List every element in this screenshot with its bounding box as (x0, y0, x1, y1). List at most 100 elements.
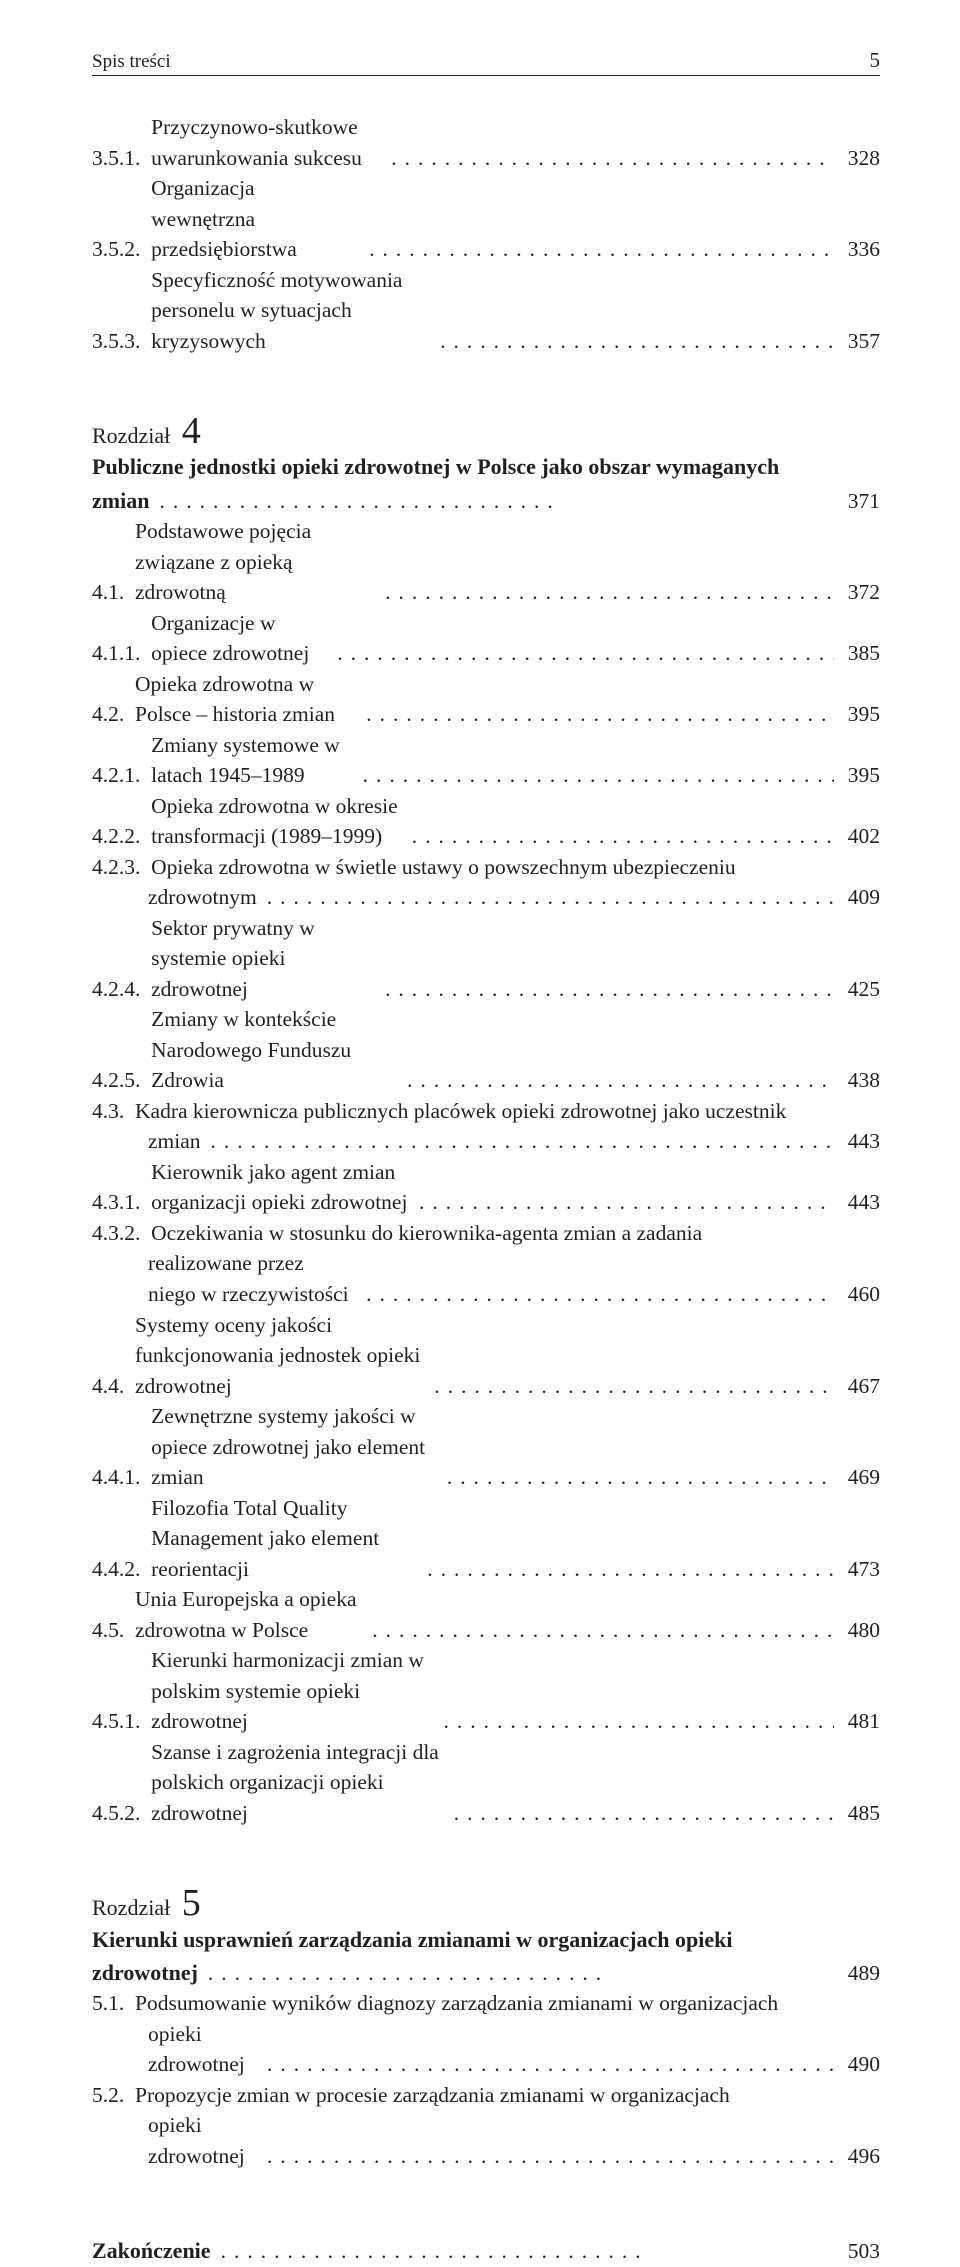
toc-leader: ........................................… (417, 1554, 834, 1585)
toc-entry-number: 4.3. (92, 1096, 135, 1127)
toc-entry-number: 4.2.1. (92, 760, 151, 791)
toc-leader: .............................. (149, 486, 834, 517)
toc-entry: 4.2.3. Opieka zdrowotna w świetle ustawy… (92, 852, 880, 913)
toc-leader: .............................. (198, 1958, 834, 1989)
toc-leader: ........................................… (359, 234, 834, 265)
toc-entry-page: 395 (834, 699, 880, 730)
toc-entry-title: Opieka zdrowotna w Polsce – historia zmi… (135, 669, 356, 730)
toc-entry-line2: zmian...................................… (92, 1126, 880, 1157)
toc-leader: ........................................… (375, 974, 834, 1005)
toc-entry-number: 4.5.2. (92, 1798, 151, 1829)
running-page-number: 5 (870, 48, 881, 73)
chapter-4-title-line2: zmian (92, 485, 149, 516)
toc-entry-title: Specyficzność motywowania personelu w sy… (151, 265, 430, 357)
toc-leader: ........................................… (375, 577, 834, 608)
toc-entry-title: Kadra kierownicza publicznych placówek o… (135, 1096, 786, 1127)
toc-entry-page: 480 (834, 1615, 880, 1646)
chapter-5-entries: 5.1. Podsumowanie wyników diagnozy zarzą… (92, 1988, 880, 2171)
toc-leader: ........................................… (353, 760, 834, 791)
toc-entry-title: Zmiany systemowe w latach 1945–1989 (151, 730, 353, 791)
toc-entry-title: Sektor prywatny w systemie opieki zdrowo… (151, 913, 375, 1005)
toc-entry-number: 3.5.2. (92, 234, 151, 265)
toc-entry: 3.5.3. Specyficzność motywowania persone… (92, 265, 880, 357)
toc-entry: 4.3.2. Oczekiwania w stosunku do kierown… (92, 1218, 880, 1310)
toc-entry-line1: 5.1. Podsumowanie wyników diagnozy zarzą… (92, 1988, 880, 2019)
toc-entry-number: 4.4.1. (92, 1462, 151, 1493)
toc-leader: ........................................… (201, 1126, 834, 1157)
toc-entry-title: Filozofia Total Quality Management jako … (151, 1493, 417, 1585)
toc-entry-title: Opieka zdrowotna w świetle ustawy o pows… (151, 852, 736, 883)
toc-entry: 4.5.2. Szanse i zagrożenia integracji dl… (92, 1737, 880, 1829)
chapter-4-block: Rozdział 4 Publiczne jednostki opieki zd… (92, 412, 880, 1828)
ending-page: 503 (834, 2236, 880, 2267)
toc-entry-page: 469 (834, 1462, 880, 1493)
toc-entry-line2: realizowane przez niego w rzeczywistości… (92, 1248, 880, 1309)
toc-entry-number: 4.1.1. (92, 638, 151, 669)
toc-entry-line2: opieki zdrowotnej.......................… (92, 2019, 880, 2080)
toc-entry: 4.2.1. Zmiany systemowe w latach 1945–19… (92, 730, 880, 791)
chapter-label-text: Rozdział (92, 1895, 170, 1920)
toc-entry-title: Kierunki harmonizacji zmian w polskim sy… (151, 1645, 433, 1737)
page: Spis treści 5 3.5.1. Przyczynowo-skutkow… (0, 0, 960, 1509)
toc-entry-line1: 5.2. Propozycje zmian w procesie zarządz… (92, 2080, 880, 2111)
toc-entry: 4.2. Opieka zdrowotna w Polsce – histori… (92, 669, 880, 730)
toc-entry: 3.5.1. Przyczynowo-skutkowe uwarunkowani… (92, 112, 880, 173)
toc-entry-title: Organizacja wewnętrzna przedsiębiorstwa (151, 173, 359, 265)
toc-entry-page: 395 (834, 760, 880, 791)
toc-entry-title: Podsumowanie wyników diagnozy zarządzani… (135, 1988, 778, 2019)
toc-entry-page: 402 (834, 821, 880, 852)
chapter-5-title-row: zdrowotnej .............................… (92, 1957, 880, 1988)
toc-entry-number: 4.2.5. (92, 1065, 151, 1096)
toc-leader: ........................................… (434, 1706, 835, 1737)
toc-entry-line1: 4.2.3. Opieka zdrowotna w świetle ustawy… (92, 852, 880, 883)
toc-entry-page: 372 (834, 577, 880, 608)
chapter-5-block: Rozdział 5 Kierunki usprawnień zarządzan… (92, 1884, 880, 2171)
toc-entry-page: 336 (834, 234, 880, 265)
toc-entry-page: 438 (834, 1065, 880, 1096)
toc-entry-page: 385 (834, 638, 880, 669)
toc-leader: ........................................… (257, 882, 834, 913)
chapter-4-page: 371 (834, 486, 880, 517)
chapter-4-entries: 4.1. Podstawowe pojęcia związane z opiek… (92, 516, 880, 1828)
toc-entry-title: Kierownik jako agent zmian organizacji o… (151, 1157, 409, 1218)
toc-entry-number: 4.3.2. (92, 1218, 151, 1249)
toc-entry-line2: opieki zdrowotnej.......................… (92, 2110, 880, 2171)
toc-leader: ........................................… (327, 638, 834, 669)
toc-leader: ........................................… (356, 1279, 834, 1310)
toc-entry: 4.2.5. Zmiany w kontekście Narodowego Fu… (92, 1004, 880, 1096)
toc-entry: 4.5.1. Kierunki harmonizacji zmian w pol… (92, 1645, 880, 1737)
toc-entry-number: 4.3.1. (92, 1187, 151, 1218)
toc-entry: 5.2. Propozycje zmian w procesie zarządz… (92, 2080, 880, 2172)
toc: 3.5.1. Przyczynowo-skutkowe uwarunkowani… (92, 112, 880, 2267)
toc-entry-number: 4.4. (92, 1371, 135, 1402)
toc-entry: 4.2.4. Sektor prywatny w systemie opieki… (92, 913, 880, 1005)
toc-entry-title-cont: zdrowotnym (92, 882, 257, 913)
toc-entry-number: 4.5. (92, 1615, 135, 1646)
toc-entry: 4.4.1. Zewnętrzne systemy jakości w opie… (92, 1401, 880, 1493)
toc-section-pre: 3.5.1. Przyczynowo-skutkowe uwarunkowani… (92, 112, 880, 356)
chapter-5-label: Rozdział 5 (92, 1884, 880, 1923)
toc-entry: 4.3. Kadra kierownicza publicznych placó… (92, 1096, 880, 1157)
toc-entry: 5.1. Podsumowanie wyników diagnozy zarzą… (92, 1988, 880, 2080)
toc-entry-title: Organizacje w opiece zdrowotnej (151, 608, 327, 669)
toc-leader: ................................ (211, 2236, 834, 2267)
toc-entry-title: Zmiany w kontekście Narodowego Funduszu … (151, 1004, 397, 1096)
toc-entry: 4.4. Systemy oceny jakości funkcjonowani… (92, 1310, 880, 1402)
toc-leader: ........................................… (402, 821, 834, 852)
toc-leader: ........................................… (257, 2049, 834, 2080)
toc-entry: 4.4.2. Filozofia Total Quality Managemen… (92, 1493, 880, 1585)
chapter-4-title-row: zmian .............................. 371 (92, 485, 880, 516)
chapter-4-title-line1: Publiczne jednostki opieki zdrowotnej w … (92, 451, 880, 483)
toc-entry: 4.3.1. Kierownik jako agent zmian organi… (92, 1157, 880, 1218)
toc-entry-page: 328 (834, 143, 880, 174)
toc-entry-title-cont: opieki zdrowotnej (92, 2110, 257, 2171)
toc-entry: 4.2.2. Opieka zdrowotna w okresie transf… (92, 791, 880, 852)
toc-entry-number: 4.2.4. (92, 974, 151, 1005)
toc-leader: ........................................… (424, 1371, 834, 1402)
toc-entry-number: 5.1. (92, 1988, 135, 2019)
toc-entry-page: 425 (834, 974, 880, 1005)
toc-entry-title: Unia Europejska a opieka zdrowotna w Pol… (135, 1584, 362, 1645)
toc-entry-number: 5.2. (92, 2080, 135, 2111)
toc-leader: ........................................… (409, 1187, 834, 1218)
toc-entry-line1: 4.3.2. Oczekiwania w stosunku do kierown… (92, 1218, 880, 1249)
